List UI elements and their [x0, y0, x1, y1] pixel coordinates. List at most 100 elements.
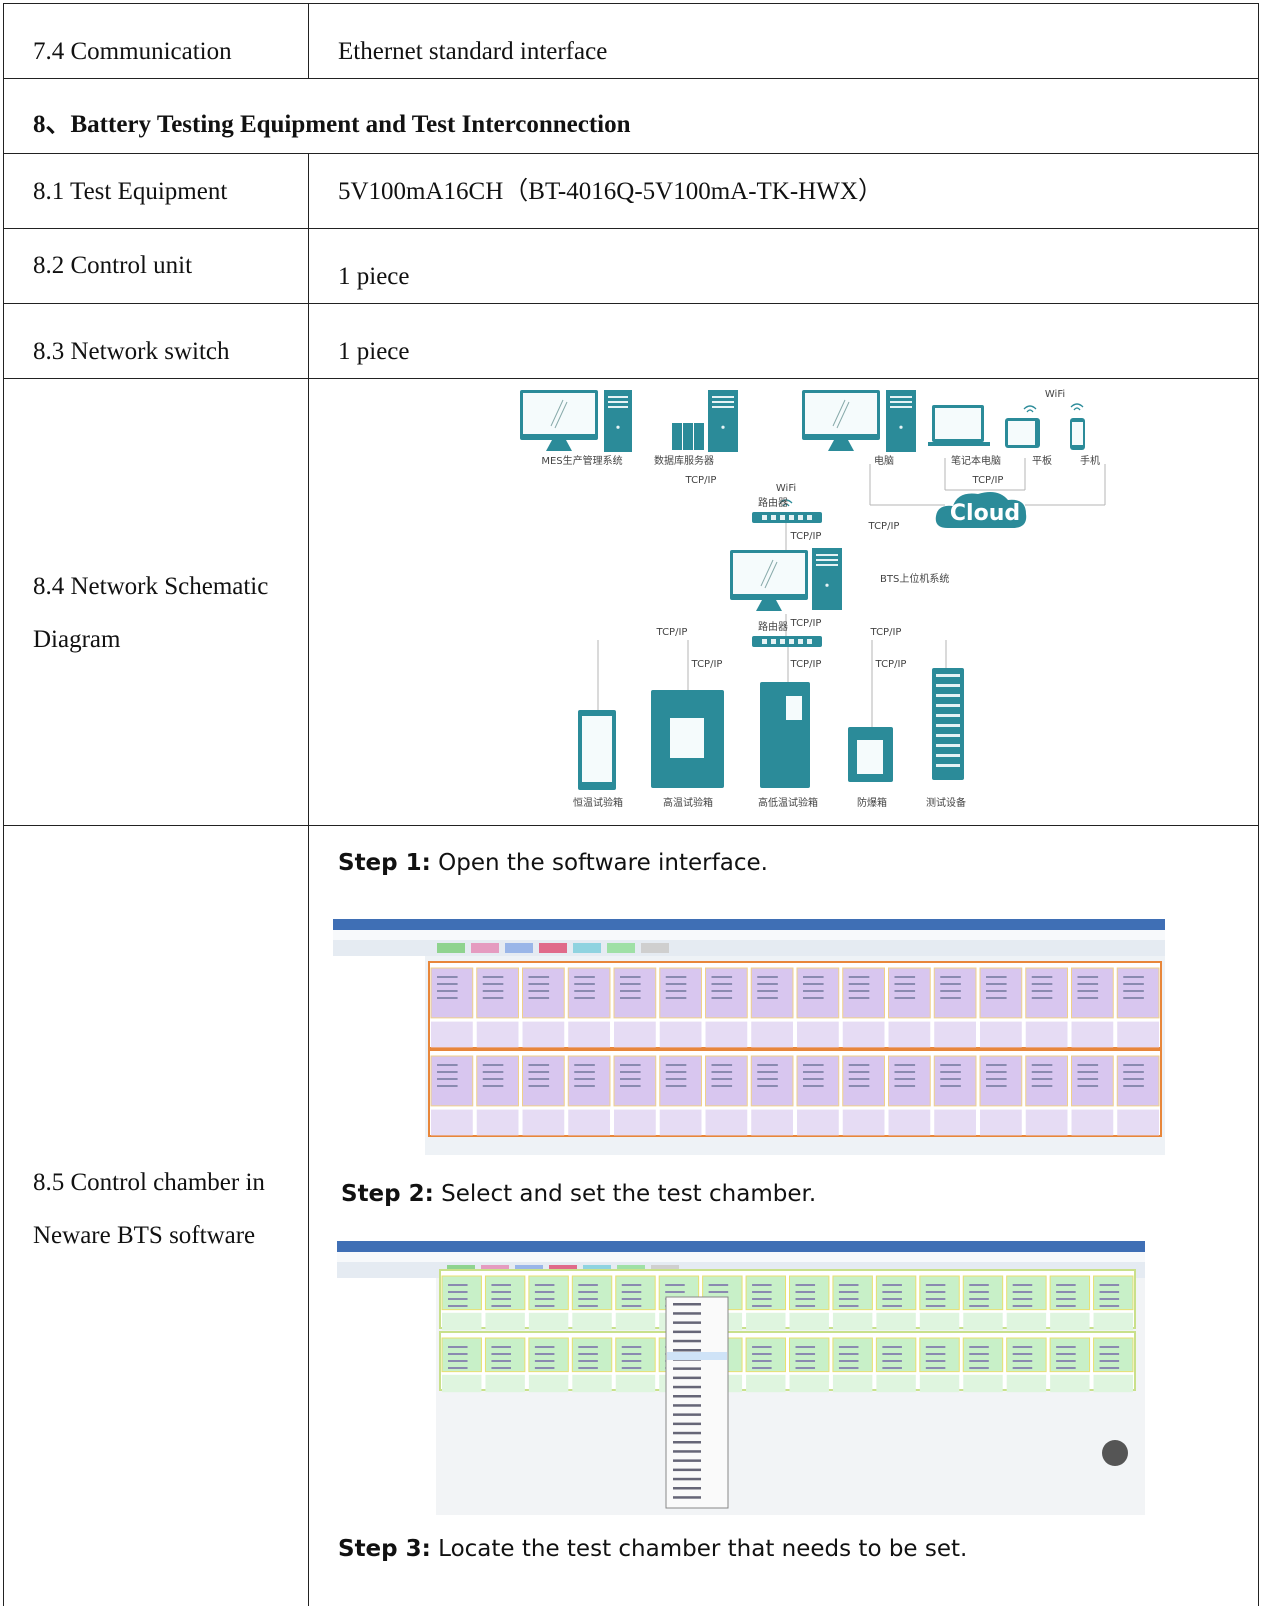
glare: [760, 559, 774, 587]
diagram-label: 路由器: [758, 496, 788, 509]
drive-bay: [816, 559, 838, 561]
text-stub: [757, 983, 778, 985]
text-stub: [1012, 1346, 1033, 1348]
text-stub: [803, 983, 824, 985]
text-stub: [620, 976, 641, 978]
menu-item: [673, 1413, 701, 1416]
text-stub: [528, 1078, 550, 1080]
channel-status: [614, 1021, 656, 1048]
cloud-label: Cloud: [950, 501, 1020, 526]
diagram-label: 路由器: [758, 620, 788, 633]
text-stub: [708, 1291, 729, 1293]
text-stub: [803, 1071, 824, 1073]
text-stub: [528, 1064, 550, 1066]
text-stub: [969, 1353, 989, 1355]
diagram-label: MES生产管理系统: [541, 454, 622, 467]
router: [752, 512, 822, 523]
text-stub: [848, 997, 870, 999]
text-stub: [534, 1284, 555, 1286]
shelf: [936, 674, 960, 677]
channel-status: [1006, 1374, 1047, 1393]
channel-status: [442, 1374, 482, 1393]
text-stub: [482, 997, 504, 999]
text-stub: [803, 1085, 824, 1087]
text-stub: [894, 1078, 916, 1080]
step-text: Open the software interface.: [438, 850, 768, 876]
menu-item: [673, 1385, 701, 1389]
text-stub: [757, 1078, 778, 1080]
rule: [3, 825, 1259, 826]
diagram-label: TCP/IP: [790, 659, 822, 670]
text-stub: [621, 1298, 642, 1300]
drive-bay: [816, 564, 838, 566]
channel-status: [832, 1312, 873, 1331]
text-stub: [838, 1291, 859, 1293]
text-stub: [925, 1360, 946, 1362]
text-stub: [848, 983, 870, 985]
text-stub: [882, 1367, 902, 1369]
text-stub: [1123, 983, 1144, 985]
text-stub: [795, 1360, 816, 1362]
text-stub: [986, 976, 1007, 978]
row-label: 8.4 Network Schematic Diagram: [33, 573, 269, 653]
port: [798, 639, 803, 644]
menu-item: [673, 1376, 701, 1380]
text-stub: [448, 1367, 468, 1369]
text-stub: [1077, 983, 1099, 985]
text-stub: [491, 1298, 511, 1300]
drive-bay: [712, 406, 734, 408]
channel-status: [842, 1021, 885, 1048]
text-stub: [940, 990, 961, 992]
text-stub: [534, 1298, 555, 1300]
text-stub: [482, 1078, 504, 1080]
text-stub: [1123, 1085, 1144, 1087]
text-stub: [925, 1353, 946, 1355]
channel: [933, 967, 977, 1019]
screen: [805, 393, 877, 434]
text-stub: [969, 1360, 989, 1362]
text-stub: [1012, 1353, 1033, 1355]
text-stub: [534, 1367, 555, 1369]
text-stub: [711, 976, 733, 978]
menu-item: [673, 1321, 701, 1324]
text-stub: [711, 1064, 733, 1066]
text-stub: [534, 1305, 555, 1307]
text-stub: [1099, 1353, 1120, 1355]
menu-item: [673, 1477, 701, 1481]
glare: [554, 401, 568, 429]
text-stub: [894, 1085, 916, 1087]
channel-status: [1117, 1021, 1159, 1048]
channel: [842, 967, 885, 1019]
text-stub: [437, 1071, 458, 1073]
channel-status: [485, 1374, 525, 1393]
text-stub: [752, 1291, 772, 1293]
step-text: Select and set the test chamber.: [441, 1181, 817, 1207]
channel: [1071, 967, 1114, 1019]
text-stub: [448, 1353, 468, 1355]
text-stub: [665, 1085, 687, 1087]
channel-status: [1071, 1021, 1114, 1048]
text-stub: [528, 1071, 550, 1073]
screen: [523, 393, 595, 434]
text-stub: [574, 1078, 595, 1080]
text-stub: [882, 1353, 902, 1355]
menu-item: [673, 1431, 701, 1435]
diagram-label: WiFi: [1045, 389, 1065, 400]
laptop-base: [928, 442, 990, 446]
shelf: [936, 694, 960, 697]
channel-status: [614, 1109, 656, 1136]
text-stub: [1031, 983, 1053, 985]
channel: [750, 967, 794, 1019]
cloud-shape: [935, 492, 1027, 528]
text-stub: [1056, 1367, 1076, 1369]
text-stub: [795, 1284, 816, 1286]
server: [683, 423, 693, 450]
channel-status: [746, 1374, 786, 1393]
menu-item: [673, 1468, 701, 1472]
screenshot: [333, 919, 1165, 1155]
channel: [888, 1055, 931, 1107]
rule: [3, 3, 1259, 4]
channel-status: [876, 1312, 916, 1331]
step: Step 2: Select and set the test chamber.: [341, 1180, 816, 1208]
channel: [613, 967, 657, 1019]
